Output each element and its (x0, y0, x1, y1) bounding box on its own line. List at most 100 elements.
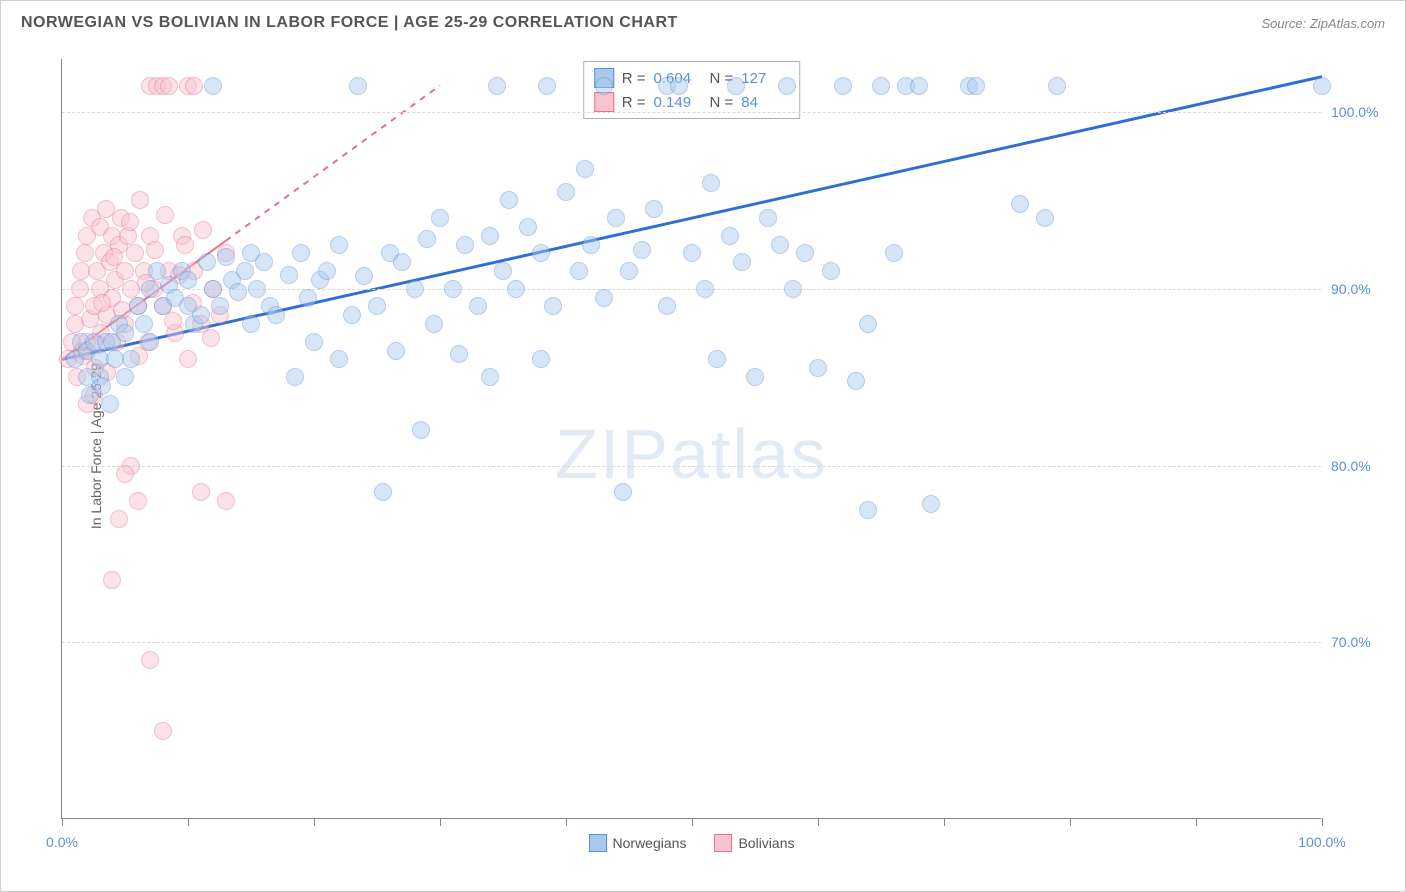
data-point (343, 306, 361, 324)
data-point (176, 236, 194, 254)
data-point (267, 306, 285, 324)
ytick-label: 80.0% (1331, 458, 1391, 474)
data-point (217, 492, 235, 510)
chart-source: Source: ZipAtlas.com (1261, 16, 1385, 31)
legend-label: Bolivians (738, 835, 794, 851)
watermark: ZIPatlas (555, 414, 828, 494)
data-point (192, 306, 210, 324)
data-point (532, 350, 550, 368)
data-point (1036, 209, 1054, 227)
data-point (135, 315, 153, 333)
data-point (248, 280, 266, 298)
chart-container: NORWEGIAN VS BOLIVIAN IN LABOR FORCE | A… (0, 0, 1406, 892)
data-point (922, 495, 940, 513)
data-point (116, 368, 134, 386)
data-point (198, 253, 216, 271)
data-point (412, 421, 430, 439)
data-point (299, 289, 317, 307)
data-point (778, 77, 796, 95)
data-point (255, 253, 273, 271)
data-point (202, 329, 220, 347)
data-point (355, 267, 373, 285)
data-point (822, 262, 840, 280)
data-point (280, 266, 298, 284)
data-point (469, 297, 487, 315)
data-point (76, 244, 94, 262)
legend-r-label: R = (622, 70, 646, 87)
data-point (160, 77, 178, 95)
xtick (944, 818, 945, 826)
data-point (242, 315, 260, 333)
data-point (444, 280, 462, 298)
data-point (967, 77, 985, 95)
data-point (425, 315, 443, 333)
data-point (71, 280, 89, 298)
corr-legend-row: R =0.604N =127 (594, 66, 790, 90)
data-point (122, 350, 140, 368)
ytick-label: 70.0% (1331, 634, 1391, 650)
data-point (330, 350, 348, 368)
data-point (576, 160, 594, 178)
data-point (696, 280, 714, 298)
data-point (494, 262, 512, 280)
data-point (847, 372, 865, 390)
data-point (217, 248, 235, 266)
data-point (93, 377, 111, 395)
data-point (286, 368, 304, 386)
data-point (330, 236, 348, 254)
legend-item: Norwegians (589, 834, 687, 852)
data-point (211, 297, 229, 315)
data-point (733, 253, 751, 271)
data-point (910, 77, 928, 95)
legend-swatch (714, 834, 732, 852)
data-point (368, 297, 386, 315)
xtick (1196, 818, 1197, 826)
data-point (582, 236, 600, 254)
data-point (194, 221, 212, 239)
data-point (1313, 77, 1331, 95)
data-point (406, 280, 424, 298)
data-point (349, 77, 367, 95)
xtick (818, 818, 819, 826)
data-point (129, 492, 147, 510)
data-point (393, 253, 411, 271)
chart-header: NORWEGIAN VS BOLIVIAN IN LABOR FORCE | A… (1, 1, 1405, 45)
legend-r-label: R = (622, 94, 646, 111)
data-point (116, 324, 134, 342)
corr-legend-row: R =0.149N =84 (594, 90, 790, 114)
data-point (727, 77, 745, 95)
ytick-label: 100.0% (1331, 104, 1391, 120)
data-point (318, 262, 336, 280)
legend-label: Norwegians (613, 835, 687, 851)
data-point (185, 77, 203, 95)
data-point (116, 262, 134, 280)
data-point (488, 77, 506, 95)
ytick-label: 90.0% (1331, 281, 1391, 297)
data-point (66, 297, 84, 315)
chart-title: NORWEGIAN VS BOLIVIAN IN LABOR FORCE | A… (21, 14, 678, 32)
gridline-h (62, 466, 1321, 467)
data-point (670, 77, 688, 95)
data-point (1011, 195, 1029, 213)
data-point (645, 200, 663, 218)
data-point (658, 297, 676, 315)
series-legend: Norwegians Bolivians (589, 834, 795, 852)
xtick (566, 818, 567, 826)
data-point (595, 289, 613, 307)
correlation-legend: R =0.604N =127R =0.149N =84 (583, 61, 801, 119)
data-point (721, 227, 739, 245)
data-point (614, 483, 632, 501)
data-point (607, 209, 625, 227)
data-point (192, 483, 210, 501)
data-point (570, 262, 588, 280)
data-point (110, 510, 128, 528)
gridline-h (62, 112, 1321, 113)
data-point (305, 333, 323, 351)
data-point (859, 315, 877, 333)
legend-item: Bolivians (714, 834, 794, 852)
data-point (538, 77, 556, 95)
xtick (692, 818, 693, 826)
data-point (431, 209, 449, 227)
data-point (131, 191, 149, 209)
data-point (450, 345, 468, 363)
